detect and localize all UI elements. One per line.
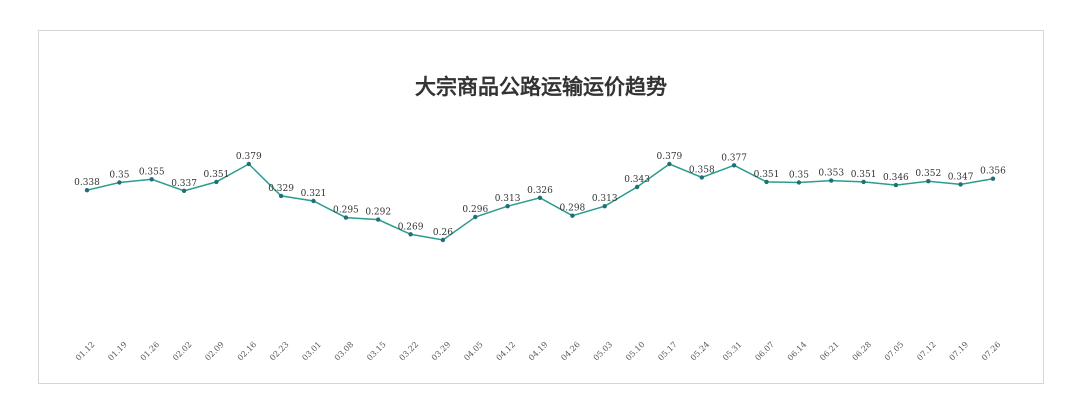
data-point (214, 179, 219, 185)
x-tick-label: 03.01 (300, 340, 323, 363)
data-point (117, 180, 122, 185)
chart-title: 大宗商品公路运输运价趋势 (415, 74, 667, 99)
data-point (796, 180, 802, 185)
data-point (634, 184, 640, 190)
data-point (861, 179, 866, 185)
data-label: 0.269 (398, 222, 424, 232)
x-tick-label: 03.08 (333, 340, 356, 363)
x-tick-label: 06.14 (786, 340, 809, 363)
data-label: 0.351 (851, 170, 877, 180)
data-label: 0.313 (592, 194, 618, 204)
data-point (667, 161, 672, 167)
data-point (440, 237, 446, 243)
x-tick-label: 07.12 (915, 340, 938, 363)
data-point (570, 213, 575, 218)
x-tick-label: 06.07 (753, 340, 776, 363)
data-point (84, 188, 90, 193)
x-tick-label: 07.19 (948, 340, 971, 363)
data-point (699, 175, 704, 180)
x-tick-label: 04.19 (527, 340, 550, 363)
data-point (149, 177, 154, 182)
data-point (829, 178, 834, 183)
x-tick-label: 05.31 (721, 340, 744, 363)
x-tick-label: 06.28 (851, 340, 874, 363)
data-label: 0.321 (301, 189, 327, 199)
data-point (278, 193, 284, 199)
data-label: 0.346 (883, 173, 909, 183)
x-tick-label: 05.17 (656, 340, 679, 363)
data-label: 0.356 (980, 167, 1006, 177)
data-label: 0.379 (657, 152, 683, 162)
data-label: 0.379 (236, 152, 262, 162)
data-point (893, 182, 899, 188)
x-tick-label: 03.15 (365, 340, 388, 363)
x-tick-label: 02.23 (268, 340, 291, 363)
data-label: 0.338 (74, 178, 100, 188)
data-point (473, 214, 478, 220)
data-point (602, 204, 607, 209)
data-points-layer (84, 161, 996, 243)
x-tick-label: 04.26 (559, 340, 582, 363)
data-label: 0.35 (109, 171, 129, 181)
x-tick-label: 05.10 (624, 340, 647, 363)
data-label: 0.358 (689, 165, 715, 175)
data-point (311, 198, 316, 204)
x-tick-label: 07.05 (883, 340, 906, 363)
data-label: 0.355 (139, 167, 165, 177)
data-point (958, 182, 963, 187)
data-point (926, 179, 931, 184)
x-tick-label: 03.22 (398, 340, 421, 363)
data-label: 0.313 (495, 194, 521, 204)
x-tick-label: 06.21 (818, 340, 841, 363)
data-point (343, 215, 349, 220)
data-label: 0.329 (268, 184, 294, 194)
data-label: 0.26 (433, 228, 453, 238)
data-label: 0.298 (560, 204, 586, 214)
data-point (731, 163, 737, 168)
x-tick-label: 03.29 (430, 340, 453, 363)
x-tick-label: 01.19 (106, 340, 129, 363)
x-tick-label: 04.05 (462, 340, 485, 363)
data-point (537, 195, 543, 200)
line-chart: 0.338 0.35 0.355 0.337 0.351 0.379 0.329 0.321 0… (74, 152, 1006, 363)
data-label: 0.326 (527, 186, 553, 196)
data-label: 0.351 (754, 170, 780, 180)
data-point (246, 161, 251, 167)
data-point (181, 188, 187, 193)
x-tick-label: 05.24 (689, 340, 712, 363)
data-label: 0.35 (789, 171, 809, 181)
x-tick-label: 04.12 (495, 340, 518, 363)
chart-card: 大宗商品公路运输运价趋势 0.338 0.35 0.355 0.337 0.351 0.3… (38, 30, 1044, 384)
data-label: 0.337 (171, 179, 197, 189)
data-label: 0.377 (721, 153, 747, 163)
x-tick-labels-layer: 01.12 01.19 01.26 02.02 02.09 02.16 02.23 03.01… (74, 340, 1003, 363)
data-label: 0.353 (818, 169, 844, 179)
data-label: 0.352 (915, 169, 941, 179)
x-tick-label: 02.02 (171, 340, 194, 363)
data-label: 0.351 (204, 170, 230, 180)
data-label: 0.292 (365, 208, 391, 218)
x-tick-label: 02.16 (236, 340, 259, 363)
data-point (764, 179, 769, 185)
data-label: 0.347 (948, 172, 974, 182)
x-tick-label: 07.26 (980, 340, 1003, 363)
data-point (990, 176, 996, 181)
data-label: 0.295 (333, 206, 359, 216)
data-label: 0.296 (462, 205, 488, 215)
x-tick-label: 05.03 (592, 340, 615, 363)
x-tick-label: 02.09 (203, 340, 226, 363)
data-point (408, 232, 413, 237)
data-label: 0.343 (624, 175, 650, 185)
data-point (505, 204, 510, 209)
data-labels-layer: 0.338 0.35 0.355 0.337 0.351 0.379 0.329 0.321 0… (74, 152, 1006, 238)
data-point (376, 217, 381, 222)
x-tick-label: 01.12 (74, 340, 97, 363)
x-tick-label: 01.26 (139, 340, 162, 363)
